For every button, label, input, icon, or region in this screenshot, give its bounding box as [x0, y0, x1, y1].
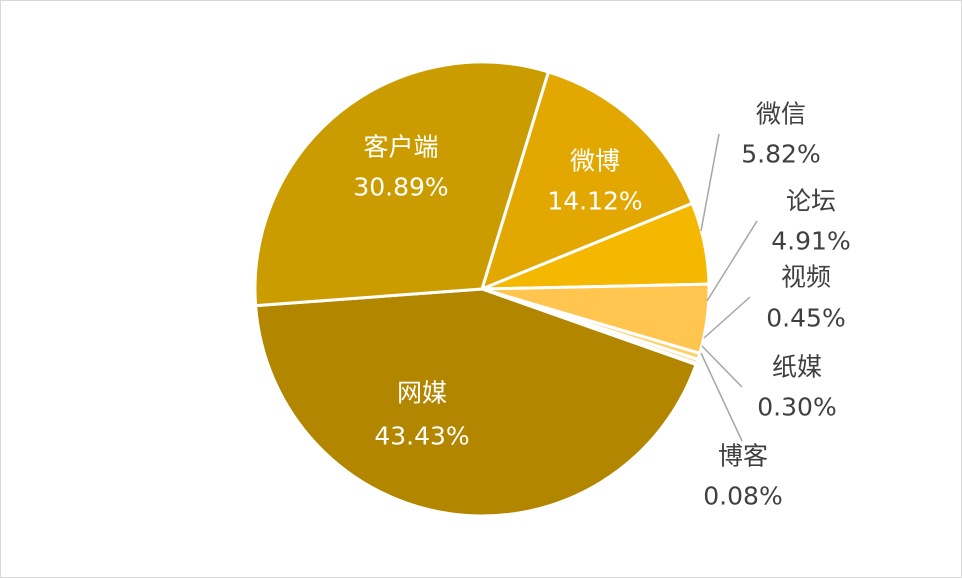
slice-value-label: 4.91% — [771, 227, 850, 256]
slice-value-label: 0.45% — [766, 304, 845, 333]
slice-value-label: 30.89% — [353, 173, 448, 202]
slice-value-label: 0.08% — [703, 482, 782, 511]
slice-name-label: 客户端 — [363, 133, 438, 162]
slice-name-label: 博客 — [718, 442, 768, 471]
slice-name-label: 微博 — [570, 147, 620, 176]
slice-name-label: 论坛 — [786, 187, 836, 216]
pie-slice-7 — [253, 60, 550, 308]
leader-line-2 — [706, 220, 758, 302]
pie-slice-0 — [480, 70, 694, 291]
leader-lines — [700, 133, 758, 442]
slice-value-label: 43.43% — [374, 422, 469, 451]
slice-name-label: 纸媒 — [772, 353, 822, 382]
slice-labels: 微博 14.12% 微信 5.82% 论坛 4.91% 视频 0.45% 纸媒 0.30% 博客 0.… — [353, 100, 850, 511]
leader-line-3 — [703, 296, 751, 339]
slice-name-label: 网媒 — [397, 379, 447, 408]
slice-name-label: 视频 — [781, 263, 831, 292]
pie-slice-6 — [254, 287, 698, 518]
pie-slices — [253, 60, 711, 518]
slice-name-label: 微信 — [756, 100, 806, 129]
slice-value-label: 14.12% — [547, 187, 642, 216]
leader-line-1 — [700, 133, 720, 232]
slice-value-label: 5.82% — [741, 140, 820, 169]
slice-value-label: 0.30% — [757, 393, 836, 422]
leader-line-4 — [701, 345, 743, 388]
leader-line-5 — [700, 352, 743, 442]
